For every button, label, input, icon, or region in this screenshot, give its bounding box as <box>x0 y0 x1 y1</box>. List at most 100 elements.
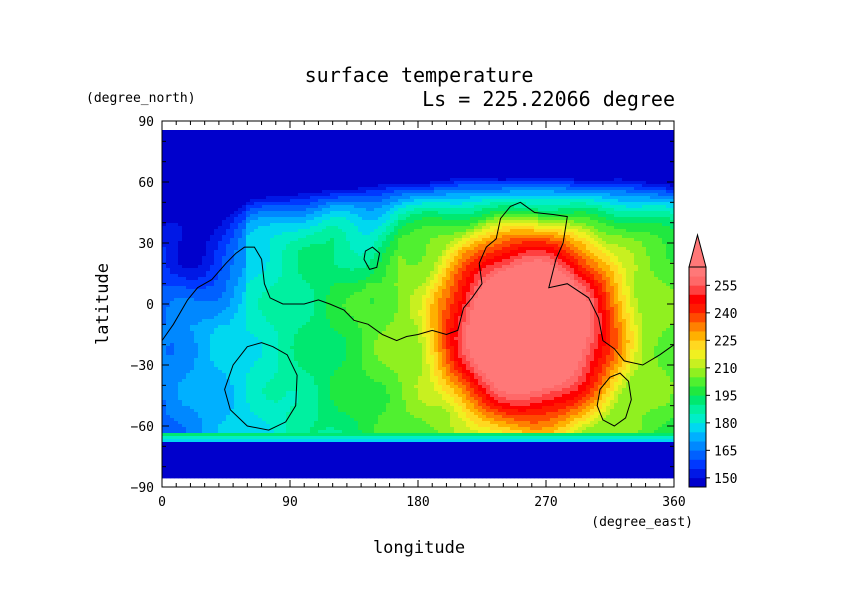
field-cell <box>458 166 462 169</box>
field-cell <box>302 217 306 220</box>
field-cell <box>642 145 646 148</box>
field-cell <box>542 223 546 226</box>
field-cell <box>314 223 318 226</box>
field-cell <box>498 211 502 214</box>
field-cell <box>582 199 586 202</box>
field-cell <box>314 232 318 235</box>
field-cell <box>354 202 358 205</box>
field-cell <box>346 229 350 232</box>
field-cell <box>302 151 306 154</box>
field-cell <box>398 238 402 241</box>
field-cell <box>442 145 446 148</box>
field-cell <box>526 241 530 244</box>
field-cell <box>290 238 294 241</box>
field-cell <box>550 235 554 238</box>
field-cell <box>246 175 250 178</box>
field-cell <box>390 148 394 151</box>
field-cell <box>482 184 486 187</box>
field-cell <box>430 217 434 220</box>
field-cell <box>626 148 630 151</box>
field-cell <box>298 208 302 211</box>
field-cell <box>554 220 558 223</box>
field-cell <box>290 157 294 160</box>
field-cell <box>650 166 654 169</box>
field-cell <box>278 235 282 238</box>
field-cell <box>654 160 658 163</box>
field-cell <box>382 136 386 139</box>
field-cell <box>226 232 230 235</box>
field-cell <box>390 178 394 181</box>
field-cell <box>398 151 402 154</box>
field-cell <box>178 163 182 166</box>
field-cell <box>218 244 222 247</box>
field-cell <box>470 181 474 184</box>
field-cell <box>534 184 538 187</box>
field-cell <box>426 145 430 148</box>
field-cell <box>438 151 442 154</box>
field-cell <box>234 160 238 163</box>
field-cell <box>366 214 370 217</box>
field-cell <box>326 199 330 202</box>
field-cell <box>562 133 566 136</box>
field-cell <box>194 226 198 229</box>
field-cell <box>534 202 538 205</box>
field-cell <box>454 208 458 211</box>
field-cell <box>254 172 258 175</box>
field-cell <box>630 139 634 142</box>
field-cell <box>494 157 498 160</box>
field-cell <box>390 142 394 145</box>
field-cell <box>206 244 210 247</box>
field-cell <box>262 211 266 214</box>
field-cell <box>186 151 190 154</box>
field-cell <box>626 166 630 169</box>
field-cell <box>266 133 270 136</box>
field-cell <box>402 175 406 178</box>
field-cell <box>542 178 546 181</box>
field-cell <box>178 238 182 241</box>
field-cell <box>586 130 590 133</box>
field-cell <box>294 166 298 169</box>
field-cell <box>438 214 442 217</box>
field-cell <box>230 235 234 238</box>
field-cell <box>550 226 554 229</box>
field-cell <box>250 157 254 160</box>
field-cell <box>654 223 658 226</box>
field-cell <box>666 229 670 232</box>
field-cell <box>258 202 262 205</box>
field-cell <box>354 220 358 223</box>
field-cell <box>342 148 346 151</box>
field-cell <box>414 241 418 244</box>
field-cell <box>666 184 670 187</box>
field-cell <box>622 175 626 178</box>
field-cell <box>262 217 266 220</box>
field-cell <box>646 244 650 247</box>
field-cell <box>506 151 510 154</box>
x-axis-label: longitude <box>373 538 465 558</box>
field-cell <box>662 187 666 190</box>
field-cell <box>478 151 482 154</box>
field-cell <box>498 193 502 196</box>
field-cell <box>546 196 550 199</box>
field-cell <box>390 151 394 154</box>
field-cell <box>478 175 482 178</box>
field-cell <box>298 199 302 202</box>
field-cell <box>558 151 562 154</box>
field-cell <box>450 145 454 148</box>
field-cell <box>382 130 386 133</box>
field-cell <box>386 133 390 136</box>
field-cell <box>334 151 338 154</box>
field-cell <box>454 202 458 205</box>
field-cell <box>322 193 326 196</box>
field-cell <box>222 211 226 214</box>
field-cell <box>606 169 610 172</box>
field-cell <box>438 196 442 199</box>
field-cell <box>550 130 554 133</box>
field-cell <box>366 205 370 208</box>
field-cell <box>486 226 490 229</box>
field-cell <box>626 136 630 139</box>
field-cell <box>542 205 546 208</box>
field-cell <box>498 136 502 139</box>
field-cell <box>218 130 222 133</box>
field-cell <box>666 244 670 247</box>
field-cell <box>374 217 378 220</box>
